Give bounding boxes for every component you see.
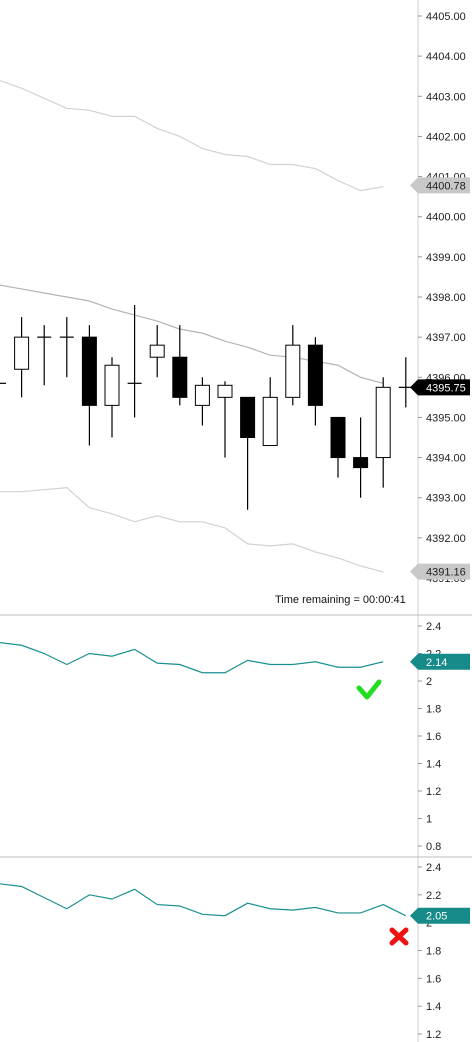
y-tick-label: 1.2 bbox=[426, 1029, 441, 1041]
price-marker: 4391.16 bbox=[426, 567, 466, 579]
y-tick-label: 4395.00 bbox=[426, 412, 466, 424]
candle-body bbox=[149, 344, 165, 358]
candle-body bbox=[172, 356, 188, 398]
price-marker: 4395.75 bbox=[426, 382, 466, 394]
y-tick-label: 1 bbox=[426, 814, 432, 826]
y-tick-label: 1.4 bbox=[426, 1001, 441, 1013]
candle-body bbox=[14, 336, 30, 370]
candle-body bbox=[375, 386, 391, 459]
candle-body bbox=[217, 384, 233, 398]
y-tick-label: 4392.00 bbox=[426, 533, 466, 545]
y-tick-label: 1.8 bbox=[426, 704, 441, 716]
price-marker-bg bbox=[410, 177, 470, 194]
candle-body bbox=[81, 336, 97, 406]
y-tick-label: 4393.00 bbox=[426, 493, 466, 505]
indicator-line bbox=[0, 642, 384, 674]
y-tick-label: 4399.00 bbox=[426, 252, 466, 264]
y-tick-label: 4403.00 bbox=[426, 91, 466, 103]
candle-body bbox=[104, 364, 120, 406]
y-tick-label: 4398.00 bbox=[426, 292, 466, 304]
y-tick-label: 2.4 bbox=[426, 621, 441, 633]
y-tick-label: 4405.00 bbox=[426, 11, 466, 23]
y-tick-label: 1.6 bbox=[426, 731, 441, 743]
y-tick-label: 4400.00 bbox=[426, 212, 466, 224]
band-middle-line bbox=[0, 284, 384, 384]
indicator-marker-bg bbox=[410, 907, 470, 924]
check-icon bbox=[356, 679, 382, 700]
y-tick-label: 1.4 bbox=[426, 759, 441, 771]
candle-body bbox=[285, 344, 301, 398]
y-tick-label: 0.8 bbox=[426, 841, 441, 853]
y-tick-label: 4397.00 bbox=[426, 332, 466, 344]
y-tick-label: 1.8 bbox=[426, 946, 441, 958]
price-marker-bg bbox=[410, 563, 470, 580]
candle-body bbox=[194, 384, 210, 406]
y-tick-label: 4394.00 bbox=[426, 453, 466, 465]
candle-body bbox=[262, 396, 278, 447]
candle-body bbox=[330, 416, 346, 459]
y-tick-label: 2 bbox=[426, 676, 432, 688]
band-upper-line bbox=[0, 79, 384, 192]
candle-body bbox=[240, 396, 256, 439]
y-tick-label: 1.6 bbox=[426, 973, 441, 985]
indicator-marker: 2.05 bbox=[426, 911, 447, 923]
band-lower-line bbox=[0, 487, 384, 573]
candle-body bbox=[353, 457, 369, 469]
time-remaining-label: Time remaining = 00:00:41 bbox=[275, 594, 406, 606]
cross-icon bbox=[389, 927, 409, 946]
y-tick-label: 2.2 bbox=[426, 890, 441, 902]
y-tick-label: 4402.00 bbox=[426, 131, 466, 143]
candle-body bbox=[307, 344, 323, 406]
price-marker: 4400.78 bbox=[426, 180, 466, 192]
indicator-line bbox=[0, 883, 407, 917]
y-tick-label: 1.2 bbox=[426, 786, 441, 798]
indicator-marker-bg bbox=[410, 653, 470, 670]
price-marker-bg bbox=[410, 379, 470, 396]
y-tick-label: 2.4 bbox=[426, 862, 441, 874]
y-tick-label: 4404.00 bbox=[426, 51, 466, 63]
indicator-marker: 2.14 bbox=[426, 657, 447, 669]
